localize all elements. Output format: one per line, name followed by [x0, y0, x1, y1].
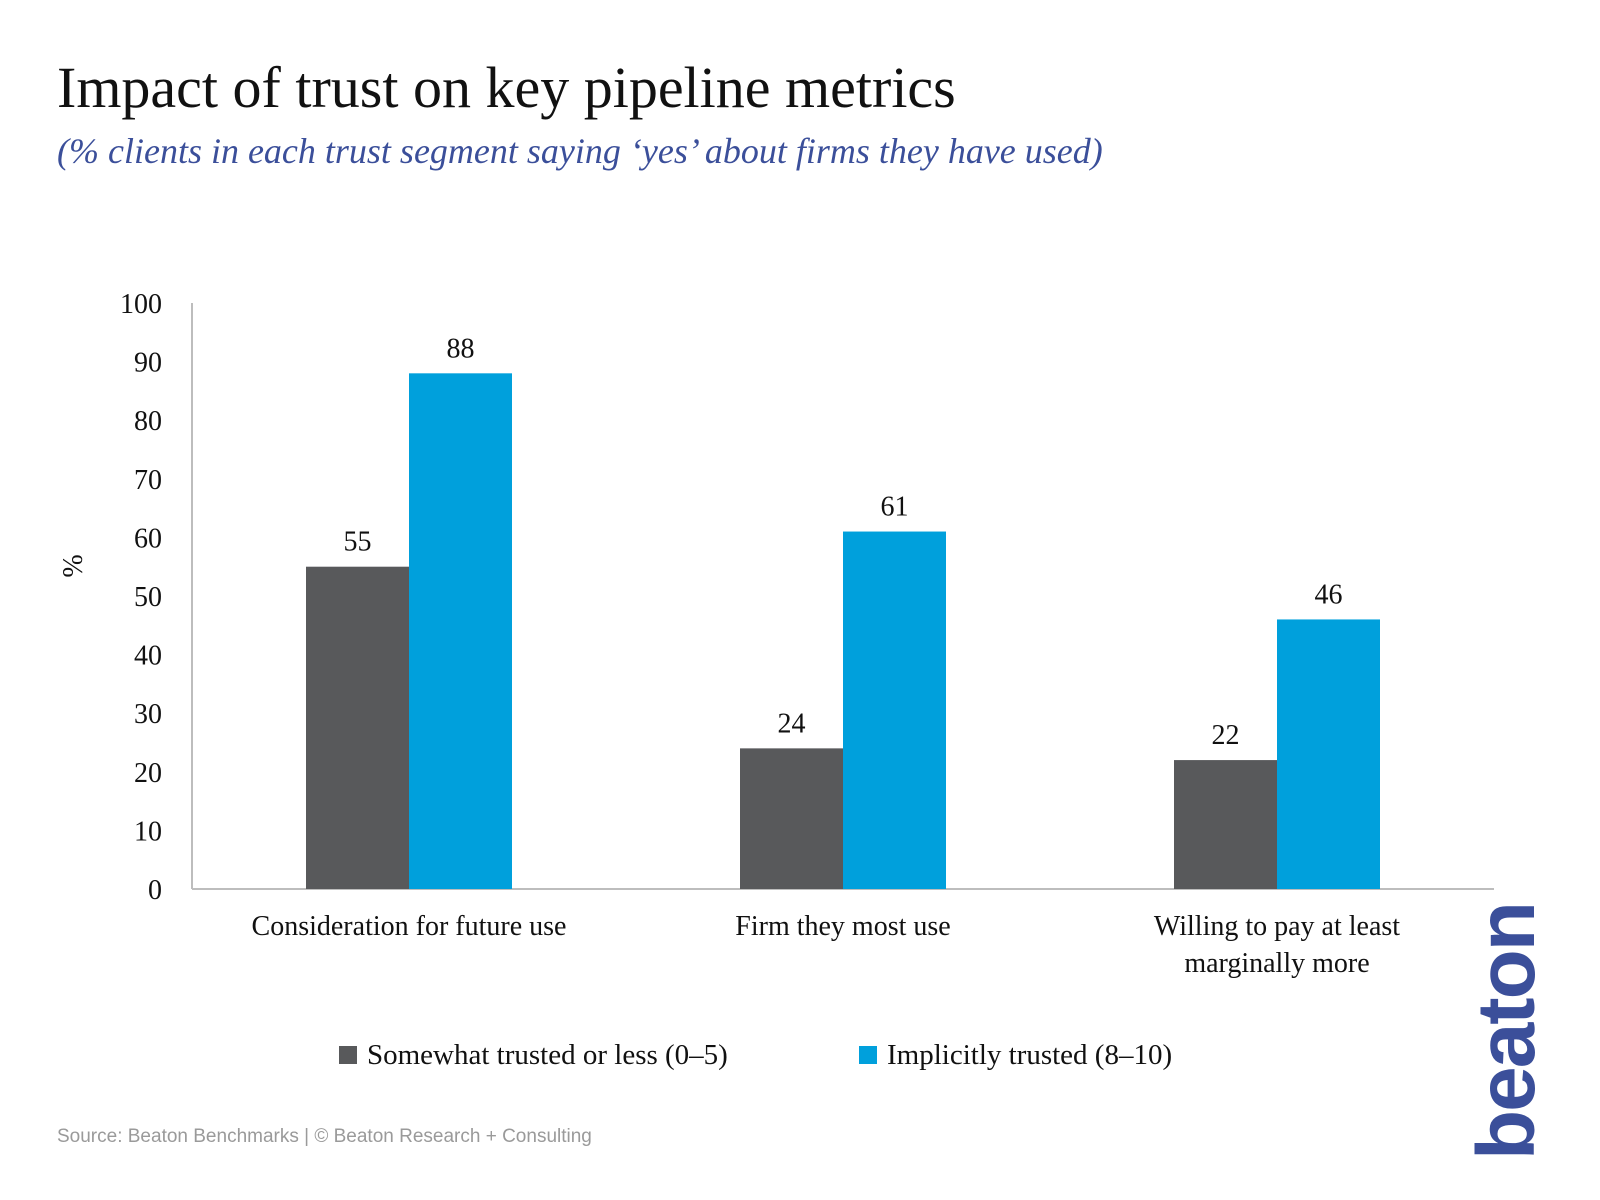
y-tick-label: 10: [134, 816, 162, 847]
y-tick-label: 80: [134, 406, 162, 437]
y-tick-label: 60: [134, 523, 162, 554]
y-tick-label: 30: [134, 699, 162, 730]
data-label: 55: [344, 527, 372, 558]
legend-item-somewhat-trusted: Somewhat trusted or less (0–5): [367, 1039, 728, 1071]
bar-somewhat-trusted: [1174, 760, 1277, 889]
bar-implicitly-trusted: [1277, 619, 1380, 889]
data-label: 61: [881, 492, 909, 523]
y-tick-label: 50: [134, 582, 162, 613]
legend-item-implicitly-trusted: Implicitly trusted (8–10): [887, 1039, 1172, 1071]
legend-swatch: [859, 1046, 877, 1064]
y-tick-label: 0: [148, 875, 162, 906]
y-tick-label: 70: [134, 465, 162, 496]
bar-somewhat-trusted: [740, 748, 843, 889]
x-tick-label: marginally more: [1184, 948, 1369, 979]
beaton-logo: beaton: [1461, 903, 1552, 1160]
x-tick-label: Firm they most use: [735, 911, 950, 942]
x-tick-label: Willing to pay at least: [1154, 911, 1400, 942]
data-label: 46: [1315, 579, 1343, 610]
y-axis-label: %: [58, 554, 89, 577]
y-tick-label: 100: [120, 289, 162, 320]
chart-title: Impact of trust on key pipeline metrics: [57, 55, 956, 120]
y-tick-label: 90: [134, 348, 162, 379]
bar-implicitly-trusted: [409, 373, 512, 889]
source-note: Source: Beaton Benchmarks | © Beaton Res…: [57, 1126, 592, 1147]
x-tick-label: Consideration for future use: [252, 911, 567, 942]
bar-implicitly-trusted: [843, 531, 946, 889]
legend-swatch: [339, 1046, 357, 1064]
data-label: 88: [447, 333, 475, 364]
data-label: 22: [1212, 720, 1240, 751]
bar-somewhat-trusted: [306, 566, 409, 889]
y-tick-label: 40: [134, 641, 162, 672]
y-tick-label: 20: [134, 758, 162, 789]
chart-subtitle: (% clients in each trust segment saying …: [57, 131, 1103, 171]
data-label: 24: [778, 708, 806, 739]
